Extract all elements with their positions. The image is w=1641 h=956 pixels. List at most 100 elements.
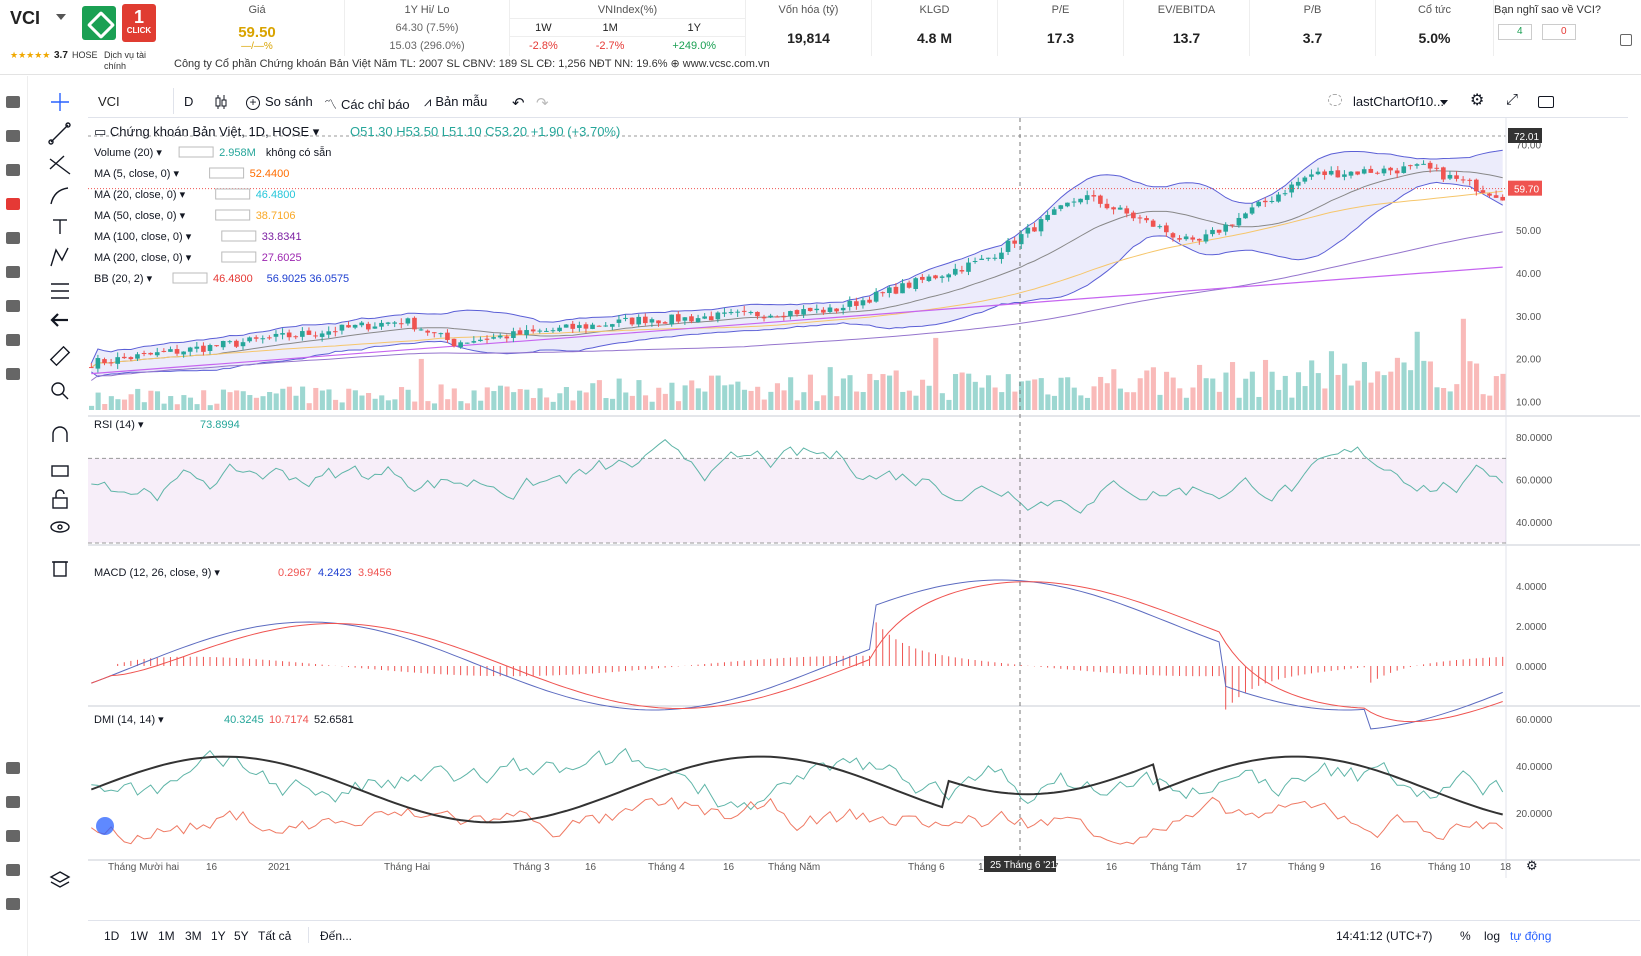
legend-row[interactable]: MA (100, close, 0) ▾ 33.8341: [94, 230, 302, 243]
volume-bar: [451, 388, 457, 410]
legend-row[interactable]: MA (20, close, 0) ▾ 46.4800: [94, 188, 295, 201]
interval-selector[interactable]: D: [184, 94, 194, 109]
broker-logo-icon[interactable]: [82, 6, 116, 40]
database-icon[interactable]: [6, 232, 20, 244]
candle-body: [1276, 194, 1281, 202]
eye-icon[interactable]: [50, 521, 70, 533]
legend-actions-icon[interactable]: [172, 272, 208, 284]
oneclick-logo[interactable]: 1 CLICK: [122, 4, 156, 42]
brush-tool-icon[interactable]: [50, 187, 69, 205]
redo-icon[interactable]: ↷: [536, 95, 549, 112]
analysis-icon[interactable]: [6, 130, 20, 142]
fullscreen-icon[interactable]: ⤢: [1506, 91, 1519, 108]
legend-actions-icon[interactable]: [215, 188, 251, 200]
settings-icon[interactable]: [6, 164, 20, 176]
macd-value-3: 3.9456: [358, 567, 392, 579]
arrow-left-icon[interactable]: [50, 313, 68, 327]
measure-tool-icon[interactable]: [51, 283, 69, 299]
legend-actions-icon[interactable]: [215, 209, 251, 221]
alert-icon[interactable]: [6, 368, 20, 380]
zoom-icon[interactable]: [51, 382, 69, 400]
legend-actions-icon[interactable]: [221, 251, 257, 263]
calculator-icon[interactable]: [6, 762, 20, 774]
price-pane[interactable]: [88, 135, 1506, 410]
legend-actions-icon[interactable]: [209, 167, 245, 179]
price-chart[interactable]: 70.0060.0050.0040.0030.0020.0010.0072.01…: [88, 118, 1640, 920]
candle-body: [695, 318, 701, 323]
compare-button[interactable]: + So sánh: [246, 94, 313, 110]
chevron-down-icon[interactable]: [1440, 100, 1448, 105]
candle-body: [464, 342, 470, 344]
range-1w[interactable]: 1W: [130, 929, 148, 943]
back-icon[interactable]: [6, 898, 20, 910]
thumbs-down-button[interactable]: 0: [1542, 24, 1576, 40]
collapse-icon[interactable]: [1620, 34, 1632, 46]
auto-toggle[interactable]: tự động: [1510, 929, 1552, 943]
crosshair-tool-icon[interactable]: [51, 93, 69, 111]
candle-type-icon[interactable]: [214, 94, 228, 109]
goto-date-button[interactable]: Đến...: [320, 929, 353, 943]
thumbs-up-button[interactable]: 4: [1498, 24, 1532, 40]
dashboard-icon[interactable]: [6, 96, 20, 108]
indicators-button[interactable]: 〽 Các chỉ báo: [324, 94, 410, 113]
legend-actions-icon[interactable]: [221, 230, 257, 242]
candle-body: [1348, 171, 1354, 176]
crosshair-date-tag: [984, 856, 1056, 872]
undo-icon[interactable]: ↶: [512, 95, 525, 112]
range-5y[interactable]: 5Y: [234, 929, 249, 943]
legend-row[interactable]: MA (5, close, 0) ▾ 52.4400: [94, 167, 289, 180]
time-tick: 16: [723, 862, 735, 873]
chevron-down-icon[interactable]: [56, 14, 66, 20]
lock-drawing-icon[interactable]: [51, 465, 69, 477]
volume-bar: [484, 387, 490, 410]
range-1d[interactable]: 1D: [104, 929, 120, 943]
trash-icon[interactable]: [52, 561, 68, 577]
clock-timezone[interactable]: 14:41:12 (UTC+7): [1336, 929, 1433, 943]
screenshot-camera-icon[interactable]: [1538, 96, 1554, 108]
percent-toggle[interactable]: %: [1460, 929, 1471, 943]
macd-pane[interactable]: [91, 579, 1504, 730]
layout-name[interactable]: lastChartOf10...: [1353, 94, 1445, 109]
share-icon[interactable]: [6, 864, 20, 876]
range-3m[interactable]: 3M: [185, 929, 202, 943]
range-all[interactable]: Tất cả: [258, 929, 292, 943]
plus-circle-icon: +: [246, 96, 260, 110]
volume-bar: [300, 386, 306, 410]
star-icon[interactable]: [6, 266, 20, 278]
dmi-pane[interactable]: [90, 747, 1504, 845]
indicators-label: Các chỉ báo: [341, 97, 410, 112]
volume-bar: [695, 388, 701, 410]
lock-icon[interactable]: [52, 489, 68, 509]
legend-row[interactable]: BB (20, 2) ▾ 46.4800 56.9025 36.0575: [94, 272, 349, 285]
fib-tool-icon[interactable]: [49, 155, 71, 175]
pie-icon[interactable]: [6, 796, 20, 808]
symbol-search-input[interactable]: VCI: [88, 88, 174, 114]
volume-bar: [952, 374, 959, 410]
candle-body: [1342, 174, 1347, 177]
magnet-icon[interactable]: [52, 426, 68, 442]
range-1m[interactable]: 1M: [158, 929, 175, 943]
indicator-icon: 〽: [324, 97, 338, 112]
legend-actions-icon[interactable]: [178, 146, 214, 158]
pattern-tool-icon[interactable]: [50, 247, 69, 267]
legend-row[interactable]: Volume (20) ▾ 2.958M không có sẵn: [94, 146, 331, 159]
volume-bar: [1051, 395, 1058, 410]
rsi-pane[interactable]: [88, 439, 1506, 544]
legend-row[interactable]: MA (50, close, 0) ▾ 38.7106: [94, 209, 295, 222]
rss-icon[interactable]: [6, 334, 20, 346]
grid-icon[interactable]: [6, 300, 20, 312]
legend-row[interactable]: MA (200, close, 0) ▾ 27.6025: [94, 251, 302, 264]
volume-bar: [530, 397, 536, 410]
settings-gear-icon[interactable]: ⚙: [1470, 92, 1485, 109]
log-toggle[interactable]: log: [1484, 929, 1501, 943]
templates-button[interactable]: ⩘ Bản mẫu: [424, 94, 487, 110]
text-tool-icon[interactable]: [53, 219, 67, 234]
ticker-symbol[interactable]: VCI: [10, 8, 41, 28]
camera-icon[interactable]: [6, 830, 20, 842]
range-1y[interactable]: 1Y: [211, 929, 226, 943]
layers-icon[interactable]: [49, 871, 71, 888]
trendline-tool-icon[interactable]: [48, 122, 71, 145]
chart-icon[interactable]: [6, 198, 20, 210]
ruler-icon[interactable]: [49, 345, 71, 367]
metric-value: 4.8 M: [916, 30, 952, 46]
